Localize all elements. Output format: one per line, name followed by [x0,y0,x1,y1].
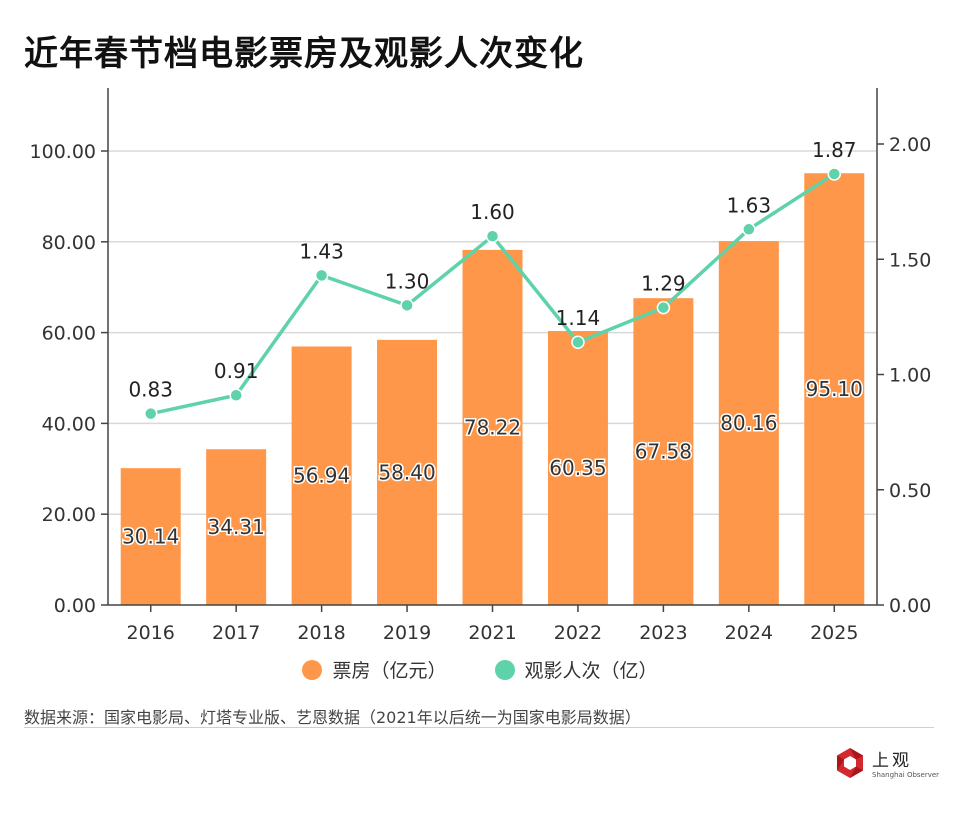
bar-value-label: 56.94 [293,464,350,488]
point-value-label: 1.30 [385,269,430,293]
legend-swatch-audience [494,659,515,680]
line-point [742,222,756,237]
point-value-label: 1.63 [727,193,772,217]
legend: 票房（亿元） 观影人次（亿） [0,656,960,683]
bar-value-label: 67.58 [635,440,692,464]
point-value-label: 1.14 [556,306,601,330]
source-note: 数据来源：国家电影局、灯塔专业版、艺恩数据（2021年以后统一为国家电影局数据） [24,708,641,727]
legend-item-audience[interactable]: 观影人次（亿） [494,656,658,683]
y-left-tick-label: 80.00 [42,232,96,254]
y-right-tick-label: 1.50 [889,249,931,271]
bar-value-label: 58.40 [378,460,435,484]
bar [120,468,181,605]
line-point [485,229,500,243]
logo-en: Shanghai Observer [872,771,940,779]
line-point [143,406,158,421]
logo: 上观 Shanghai Observer [834,746,939,779]
legend-swatch-box-office [302,659,323,680]
x-tick-label: 2025 [810,622,858,644]
bar-value-label: 34.31 [208,515,265,539]
source-divider [24,727,934,728]
x-tick-label: 2022 [554,622,602,644]
bar [718,241,779,605]
line-point [571,335,585,349]
bar [633,298,694,605]
point-value-label: 1.60 [470,200,515,224]
x-tick-label: 2019 [383,622,431,644]
y-left-tick-label: 20.00 [42,504,96,526]
point-value-label: 0.83 [128,378,173,402]
line-point [314,268,329,283]
line-point [400,298,414,313]
x-tick-label: 2016 [127,622,175,644]
point-labels: 0.83 0.91 1.43 1.30 1.60 1.14 1.29 1.63 1.87 [128,138,856,402]
line-series [143,167,842,421]
bar-value-label: 60.35 [549,456,606,480]
line-point [827,167,842,181]
y-right-tick-label: 2.00 [889,134,931,156]
combo-chart: 30.14 34.31 56.94 58.40 78.22 60.35 67.58 80.16… [30,88,931,644]
bar-value-label: 30.14 [122,525,179,549]
bar [547,331,608,605]
x-tick-label: 2023 [639,622,687,644]
x-tick-label: 2024 [725,622,773,644]
point-value-label: 1.87 [812,138,857,162]
bar [804,173,865,605]
bar [206,449,267,605]
legend-item-box-office[interactable]: 票房（亿元） [302,656,447,683]
bar [291,346,352,605]
x-tick-label: 2021 [468,622,516,644]
y-left-tick-label: 40.00 [42,413,96,435]
legend-label-audience: 观影人次（亿） [524,660,658,682]
logo-cn: 上观 [872,751,912,771]
y-left-tick-label: 100.00 [30,141,96,163]
y-right-tick-label: 0.00 [889,595,931,617]
bar-value-label: 95.10 [806,377,863,401]
y-left-tick-label: 60.00 [42,323,96,345]
point-value-label: 0.91 [214,359,259,383]
legend-label-box-office: 票房（亿元） [332,660,447,682]
line-point [656,300,671,315]
x-tick-label: 2017 [212,622,260,644]
y-left-tick-label: 0.00 [54,595,96,617]
line-point [229,388,243,402]
point-value-label: 1.43 [299,239,344,263]
bar-series [120,173,865,605]
bar [462,249,523,605]
logo-hexagon-icon [837,747,863,778]
x-tick-label: 2018 [297,622,345,644]
bar-value-label: 78.22 [464,415,521,439]
axes: 0.00 20.00 40.00 60.00 80.00 100.00 0.00 0.50 1.… [30,88,931,644]
chart-title: 近年春节档电影票房及观影人次变化 [24,34,584,74]
y-right-tick-label: 0.50 [889,480,931,502]
bar-labels: 30.14 34.31 56.94 58.40 78.22 60.35 67.58 80.16… [121,376,865,550]
bar-value-label: 80.16 [720,411,777,435]
y-right-tick-label: 1.00 [889,365,931,387]
bar [377,339,438,605]
point-value-label: 1.29 [641,272,686,296]
